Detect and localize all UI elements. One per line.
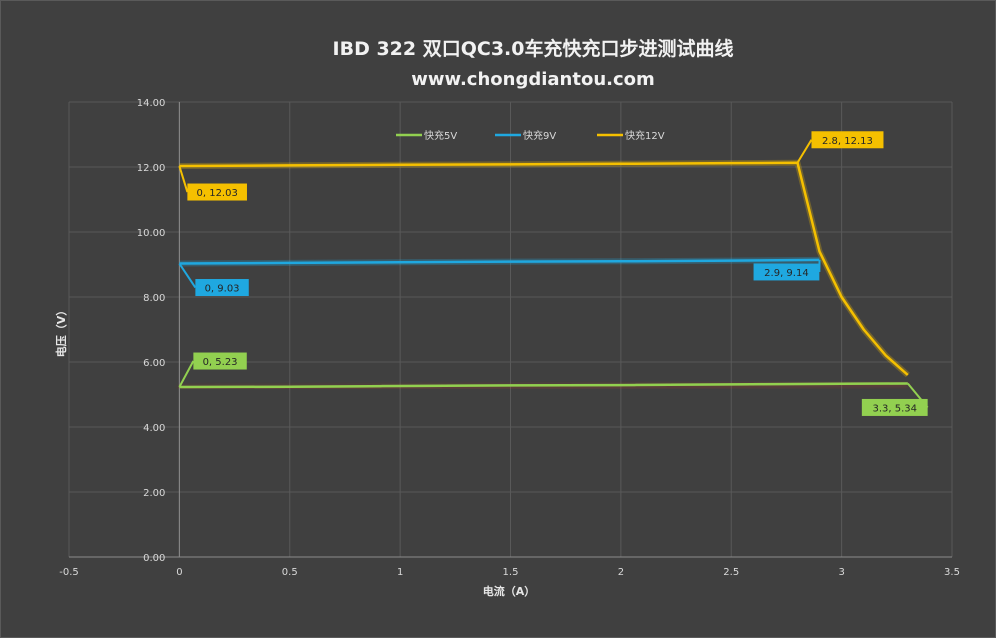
x-tick-label: 2 <box>618 567 624 578</box>
x-axis-ticks: -0.5 0 0.5 1 1.5 2 2.5 3 3.5 <box>59 567 960 578</box>
x-tick-label: 3.5 <box>944 567 960 578</box>
annotation-label: 0, 5.23 <box>203 357 238 368</box>
annotation-box <box>187 183 247 201</box>
series-line-9v <box>179 258 820 265</box>
x-tick-label: 1 <box>397 567 403 578</box>
y-axis-title: 电压（V） <box>54 305 68 358</box>
series-line-5v <box>179 382 908 389</box>
gridlines <box>68 101 953 558</box>
x-tick-label: -0.5 <box>59 567 79 578</box>
legend: 快充5V 快充9V 快充12V <box>396 129 665 142</box>
y-tick-label: 14.00 <box>137 98 166 109</box>
legend-label: 快充12V <box>625 129 665 142</box>
annotation-box <box>195 279 249 297</box>
y-axis-ticks: 0.00 2.00 4.00 6.00 8.00 10.00 12.00 14.00 <box>137 98 166 564</box>
annotation-label: 3.3, 5.34 <box>872 403 917 414</box>
annotation-leader <box>178 262 197 289</box>
annotation-label: 0, 12.03 <box>196 188 237 199</box>
data-annotations: 0, 5.23 3.3, 5.34 0, 9.03 2.9, 9.14 0, 12.03… <box>178 131 929 416</box>
annotation-leader <box>796 139 813 164</box>
y-tick-label: 10.00 <box>137 228 166 239</box>
series-line-12v <box>179 161 909 376</box>
annotation-label: 2.8, 12.13 <box>822 136 873 147</box>
annotation-leader <box>178 165 189 193</box>
legend-label: 快充5V <box>424 129 457 142</box>
y-tick-label: 6.00 <box>143 358 165 369</box>
x-tick-label: 3 <box>838 567 844 578</box>
legend-label: 快充9V <box>523 129 556 142</box>
y-tick-label: 12.00 <box>137 163 166 174</box>
annotation-box <box>811 131 884 149</box>
x-tick-label: 2.5 <box>723 567 739 578</box>
annotation-box <box>753 263 820 281</box>
y-tick-label: 0.00 <box>143 553 165 564</box>
annotation-box <box>193 352 247 370</box>
chart-subtitle: www.chongdiantou.com <box>411 69 655 90</box>
annotation-leader <box>178 360 195 388</box>
y-tick-label: 8.00 <box>143 293 165 304</box>
series-lines <box>179 159 910 389</box>
x-axis-title: 电流（A） <box>483 584 536 598</box>
x-tick-label: 1.5 <box>503 567 519 578</box>
y-tick-label: 4.00 <box>143 423 165 434</box>
annotation-box <box>861 398 928 416</box>
x-tick-label: 0 <box>176 567 182 578</box>
annotation-label: 0, 9.03 <box>205 284 240 295</box>
annotation-label: 2.9, 9.14 <box>764 268 809 279</box>
x-tick-label: 0.5 <box>282 567 298 578</box>
chart-title: IBD 322 双口QC3.0车充快充口步进测试曲线 <box>333 37 734 60</box>
y-tick-label: 2.00 <box>143 488 165 499</box>
